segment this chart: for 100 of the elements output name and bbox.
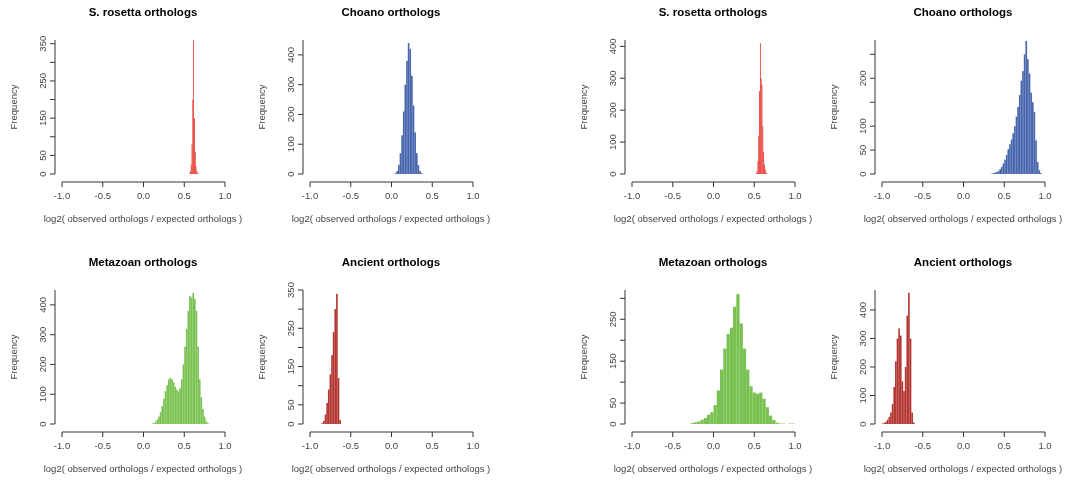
y-tick-label: 50: [37, 150, 48, 161]
x-axis-title: log2( observed orthologs / expected orthologs ): [291, 213, 491, 224]
x-axis-title: log2( observed orthologs / expected orthologs ): [863, 213, 1063, 224]
x-tick-label: 0.5: [747, 190, 761, 201]
chart-title: Metazoan orthologs: [658, 256, 768, 268]
y-tick-label: 0: [857, 421, 868, 427]
y-tick-label: 250: [37, 73, 48, 89]
y-tick-label: 0: [607, 171, 618, 177]
x-tick-label: 1.0: [218, 190, 232, 201]
x-tick-label: 0.0: [136, 190, 151, 201]
y-tick-label: 400: [857, 302, 868, 318]
y-tick-label: 0: [857, 171, 868, 177]
x-tick-label: 0.5: [997, 440, 1011, 451]
x-tick-label: -1.0: [623, 190, 641, 201]
y-tick-label: 200: [857, 70, 868, 87]
x-tick-label: 0.5: [177, 440, 191, 451]
x-axis-title: log2( observed orthologs / expected orthologs ): [43, 213, 243, 224]
y-tick-label: 100: [607, 134, 618, 151]
x-tick-label: -0.5: [664, 190, 681, 201]
x-tick-label: 0.0: [706, 440, 721, 451]
y-axis-title: Frequency: [578, 334, 589, 380]
y-tick-label: 200: [607, 102, 618, 119]
x-tick-label: -1.0: [873, 190, 891, 201]
y-tick-label: 400: [285, 46, 296, 63]
x-tick-label: 1.0: [1038, 190, 1052, 201]
x-tick-label: 1.0: [218, 440, 232, 451]
y-tick-label: 150: [285, 358, 296, 375]
chart-title: Metazoan orthologs: [88, 256, 198, 268]
y-axis-title: Frequency: [828, 334, 839, 380]
x-tick-label: 0.5: [747, 440, 761, 451]
y-axis-title: Frequency: [8, 84, 19, 130]
y-tick-label: 100: [857, 118, 868, 135]
x-tick-label: -0.5: [342, 190, 359, 201]
x-tick-label: 0.0: [956, 190, 971, 201]
chart-title: Choano orthologs: [913, 6, 1013, 18]
x-tick-label: 1.0: [466, 440, 480, 451]
y-tick-label: 400: [37, 296, 48, 313]
x-axis-title: log2( observed orthologs / expected orthologs ): [43, 463, 243, 474]
y-tick-label: 50: [857, 144, 868, 156]
y-axis-title: Frequency: [578, 84, 589, 130]
x-tick-label: 0.0: [384, 440, 399, 451]
chart-title: S. rosetta orthologs: [88, 6, 198, 18]
x-tick-label: 0.0: [706, 190, 721, 201]
y-tick-label: 0: [285, 421, 296, 427]
y-tick-label: 200: [37, 356, 48, 373]
x-tick-label: -0.5: [914, 440, 931, 451]
chart-title: Ancient orthologs: [341, 256, 441, 268]
y-tick-label: 0: [607, 421, 618, 427]
x-axis-title: log2( observed orthologs / expected orthologs ): [613, 463, 813, 474]
x-tick-label: -1.0: [301, 440, 319, 451]
x-tick-label: 0.5: [425, 440, 439, 451]
y-axis-title: Frequency: [256, 84, 267, 130]
y-tick-label: 300: [285, 76, 296, 93]
y-tick-label: 150: [607, 353, 618, 370]
y-tick-label: 150: [37, 110, 48, 127]
y-tick-label: 300: [607, 70, 618, 87]
x-tick-label: -0.5: [664, 440, 681, 451]
x-tick-label: -1.0: [623, 440, 641, 451]
chart-title: Ancient orthologs: [913, 256, 1013, 268]
y-tick-label: 50: [285, 399, 296, 411]
x-tick-label: -0.5: [914, 190, 931, 201]
x-axis-title: log2( observed orthologs / expected orthologs ): [863, 463, 1063, 474]
y-axis-title: Frequency: [256, 334, 267, 380]
y-tick-label: 100: [285, 136, 296, 153]
y-tick-label: 100: [37, 386, 48, 403]
x-tick-label: 0.5: [177, 190, 191, 201]
y-tick-label: 50: [607, 397, 618, 409]
chart-title: S. rosetta orthologs: [658, 6, 768, 18]
y-tick-label: 0: [37, 421, 48, 427]
x-tick-label: 0.0: [384, 190, 399, 201]
x-tick-label: -1.0: [53, 440, 71, 451]
y-tick-label: 200: [857, 359, 868, 375]
y-tick-label: 0: [285, 171, 296, 177]
x-tick-label: -1.0: [301, 190, 319, 201]
x-tick-label: 0.5: [997, 190, 1011, 201]
x-axis-title: log2( observed orthologs / expected orthologs ): [291, 463, 491, 474]
x-tick-label: -1.0: [873, 440, 891, 451]
y-tick-label: 350: [37, 35, 48, 52]
x-tick-label: -0.5: [94, 440, 111, 451]
y-tick-label: 100: [857, 387, 868, 404]
x-tick-label: 1.0: [788, 190, 802, 201]
x-axis-title: log2( observed orthologs / expected orthologs ): [613, 213, 813, 224]
x-tick-label: 1.0: [1038, 440, 1052, 451]
y-axis-title: Frequency: [8, 334, 19, 380]
y-tick-label: 300: [37, 326, 48, 343]
x-tick-label: 0.0: [136, 440, 151, 451]
x-tick-label: -1.0: [53, 190, 71, 201]
y-axis-title: Frequency: [828, 84, 839, 130]
y-tick-label: 350: [285, 282, 296, 298]
chart-title: Choano orthologs: [341, 6, 441, 18]
y-tick-label: 200: [285, 106, 296, 123]
y-tick-label: 250: [285, 320, 296, 337]
y-tick-label: 400: [607, 38, 618, 55]
x-tick-label: -0.5: [94, 190, 111, 201]
x-tick-label: 1.0: [788, 440, 802, 451]
y-tick-label: 0: [37, 171, 48, 177]
x-tick-label: 1.0: [466, 190, 480, 201]
x-tick-label: 0.0: [956, 440, 971, 451]
y-tick-label: 300: [857, 330, 868, 347]
x-tick-label: 0.5: [425, 190, 439, 201]
